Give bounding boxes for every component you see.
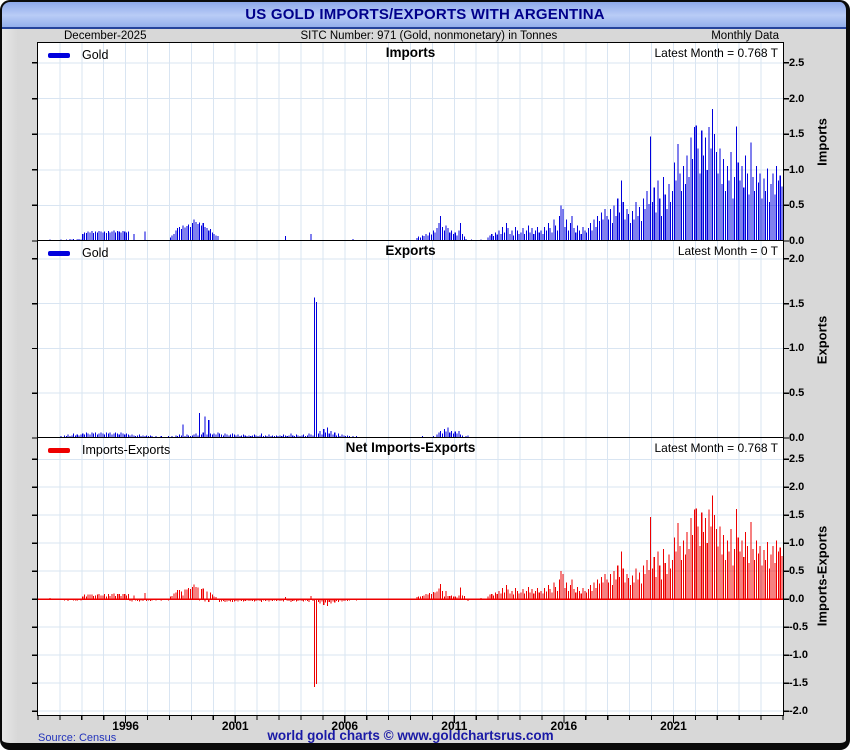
y-tick-label: 0.5 bbox=[789, 199, 805, 212]
y-tick-label: 0.0 bbox=[789, 235, 805, 247]
frequency-label: Monthly Data bbox=[711, 30, 779, 42]
y-tick-label: 2.5 bbox=[789, 453, 805, 466]
y-tick-label: 1.5 bbox=[789, 297, 805, 310]
y-tick-label: 0.5 bbox=[789, 565, 805, 578]
y-tick-label: -1.5 bbox=[789, 677, 808, 690]
y-tick-label: 1.5 bbox=[789, 128, 805, 141]
imports-ylabel: Imports bbox=[814, 118, 830, 166]
credit-label: world gold charts © www.goldchartsrus.co… bbox=[267, 728, 554, 743]
y-tick-label: 2.0 bbox=[789, 252, 805, 265]
y-tick-label: 1.0 bbox=[789, 163, 805, 176]
x-tick-label: 2011 bbox=[441, 719, 468, 733]
y-tick-label: 0.5 bbox=[789, 387, 805, 400]
plot-stack bbox=[37, 42, 784, 716]
title-bar: US GOLD IMPORTS/EXPORTS WITH ARGENTINA bbox=[1, 1, 849, 29]
x-tick-label: 2001 bbox=[221, 719, 249, 733]
y-tick-label: 1.5 bbox=[789, 509, 805, 522]
x-tick-label: 2021 bbox=[660, 719, 687, 733]
y-tick-label: 2.5 bbox=[789, 56, 805, 69]
y-tick-label: 0.0 bbox=[789, 432, 805, 444]
y-tick-label: 2.0 bbox=[789, 481, 805, 494]
source-label: Source: Census bbox=[38, 732, 117, 744]
report-date-label: December-2025 bbox=[64, 30, 147, 42]
y-tick-label: 1.0 bbox=[789, 342, 805, 355]
imports-chart bbox=[38, 43, 783, 241]
net-chart bbox=[38, 438, 783, 715]
x-tick-label: 1996 bbox=[112, 719, 139, 733]
exports-ylabel: Exports bbox=[814, 315, 830, 365]
right-axis-ticks bbox=[784, 62, 789, 712]
y-tick-label: -2.0 bbox=[789, 705, 808, 718]
exports-chart bbox=[38, 241, 783, 438]
sitc-number-label: SITC Number: 971 (Gold, nonmonetary) in … bbox=[300, 30, 558, 42]
x-axis-ticks bbox=[37, 716, 784, 723]
left-axis-ticks bbox=[32, 62, 37, 712]
x-tick-label: 2006 bbox=[331, 719, 359, 733]
y-tick-label: -0.5 bbox=[789, 621, 808, 634]
y-tick-label: 2.0 bbox=[789, 92, 805, 105]
subtitle-bar: December-2025 SITC Number: 971 (Gold, no… bbox=[38, 29, 783, 43]
x-tick-label: 2016 bbox=[550, 719, 578, 733]
y-tick-label: 0.0 bbox=[789, 593, 805, 606]
y-tick-label: 1.0 bbox=[789, 537, 805, 550]
y-tick-label: -1.0 bbox=[789, 649, 808, 662]
page-title: US GOLD IMPORTS/EXPORTS WITH ARGENTINA bbox=[245, 5, 605, 23]
